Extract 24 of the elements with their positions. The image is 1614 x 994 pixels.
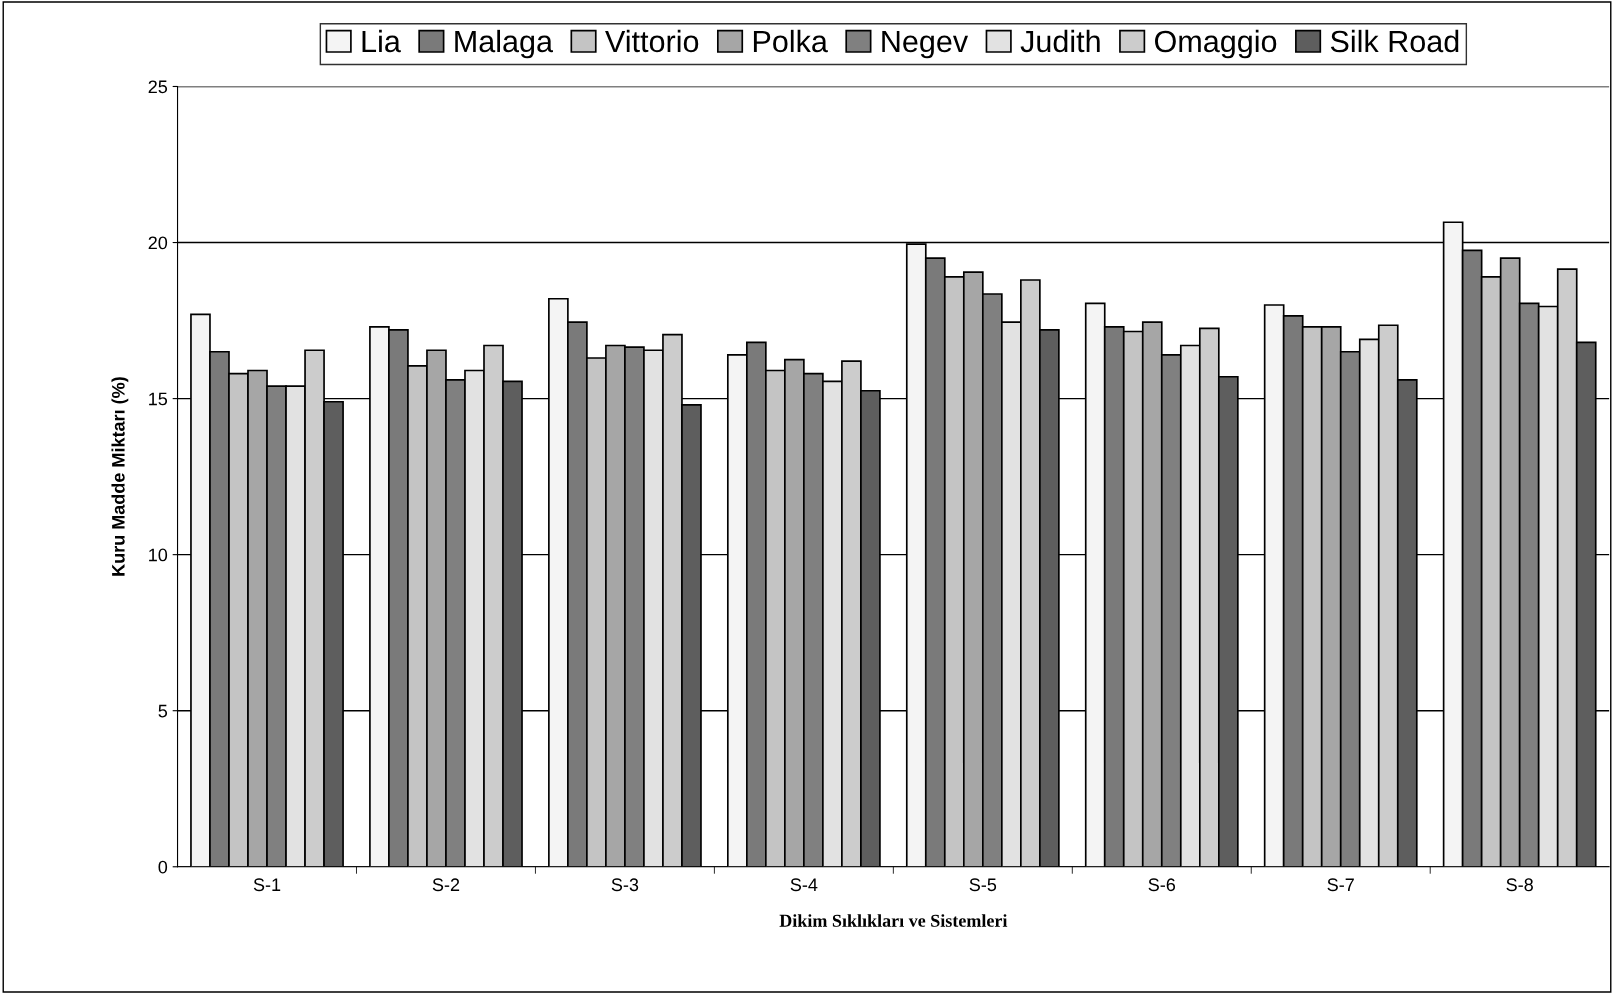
y-tick-label: 0: [158, 860, 168, 874]
x-tick-label: S-7: [1327, 878, 1354, 892]
legend-label: Omaggio: [1155, 29, 1277, 59]
y-axis-title: Kuru Madde Miktarı (%): [111, 377, 129, 576]
legend-label: Vittorio: [605, 29, 699, 53]
x-axis-title: Dikim Sıklıkları ve Sistemleri: [779, 914, 1008, 927]
x-tick-label: S-5: [969, 878, 997, 892]
x-tick-label: S-2: [432, 878, 460, 892]
legend-label: Malaga: [455, 29, 553, 59]
y-tick-label: 15: [149, 392, 168, 406]
x-tick-label: S-1: [253, 878, 281, 892]
x-tick-label: S-4: [790, 878, 818, 892]
x-tick-label: S-6: [1148, 878, 1176, 892]
legend-label: Judith: [1020, 29, 1100, 53]
legend-label: Polka: [753, 29, 828, 53]
legend-label: Negev: [882, 30, 969, 59]
x-tick-label: S-8: [1506, 878, 1533, 892]
x-tick-label: S-3: [611, 878, 639, 892]
legend-label: Lia: [362, 29, 401, 53]
y-tick-label: 5: [158, 704, 168, 718]
y-tick-label: 10: [149, 548, 168, 562]
legend-label: Silk Road: [1330, 29, 1459, 53]
y-tick-label: 20: [148, 236, 168, 250]
y-tick-label: 25: [148, 80, 168, 94]
